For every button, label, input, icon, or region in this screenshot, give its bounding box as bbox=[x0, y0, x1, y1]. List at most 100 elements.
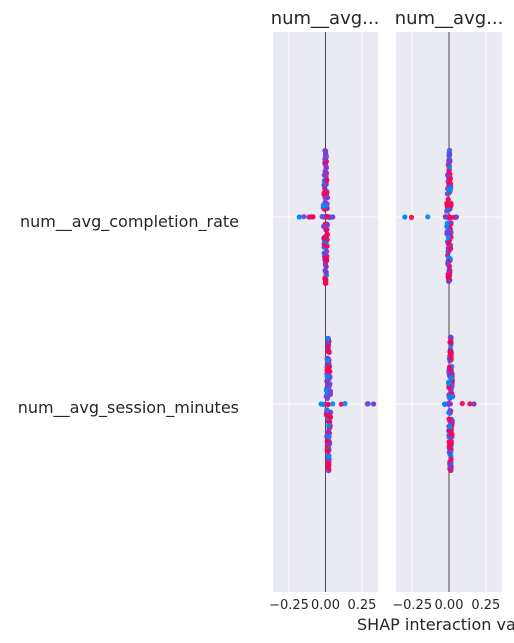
panel-1-x-tick-0: −0.25 bbox=[269, 598, 309, 613]
panel-2-row-0-point bbox=[447, 186, 453, 192]
panel-2-row-1-point bbox=[448, 354, 454, 360]
panel-2-title: num__avg... bbox=[395, 8, 504, 29]
panel-2-row-0-point bbox=[444, 229, 450, 235]
panel-2-row-0-point bbox=[445, 234, 451, 240]
panel-2-row-1-point bbox=[459, 400, 465, 407]
panel-2-row-1-point bbox=[447, 339, 454, 346]
panel-2-row-1-point bbox=[446, 444, 453, 450]
panel-2-row-0-point bbox=[448, 220, 454, 226]
panel-1-x-tick-2: 0.25 bbox=[347, 598, 376, 613]
panel-1-row-1-point bbox=[325, 349, 331, 355]
panel-2-row-0-point bbox=[425, 214, 431, 220]
panel-1-row-1-point bbox=[325, 344, 331, 350]
panel-2-row-0-point bbox=[446, 164, 452, 170]
panel-1-row-1-point bbox=[326, 383, 332, 389]
panel-2-row-1-point bbox=[448, 375, 454, 381]
panel-1-row-1-point bbox=[325, 336, 331, 342]
panel-1-row-1-point bbox=[364, 401, 370, 407]
panel-1-row-1-min-point bbox=[318, 401, 324, 407]
panel-2-row-0-point bbox=[446, 278, 452, 285]
panel-2-row-0-point bbox=[447, 176, 453, 182]
panel-2-row-1-point bbox=[446, 385, 452, 391]
panel-1-row-1-point bbox=[328, 409, 334, 415]
panel-1-row-1-point bbox=[325, 401, 331, 408]
panel-2-row-0-point bbox=[445, 261, 451, 267]
panel-1-row-0-point bbox=[322, 204, 328, 210]
panel-1-row-1-point bbox=[326, 365, 332, 371]
panel-2-row-1-point bbox=[467, 401, 473, 407]
panel-1-row-0-point bbox=[322, 280, 328, 286]
panel-1-row-0-point bbox=[322, 276, 328, 282]
panel-2-row-1-point bbox=[449, 394, 455, 400]
panel-1-row-0-point bbox=[324, 222, 331, 228]
panel-2-row-0-point bbox=[445, 240, 451, 246]
points-layer bbox=[296, 147, 477, 474]
panel-1-row-0-point bbox=[301, 214, 307, 220]
panel-1-row-0-point bbox=[323, 227, 329, 233]
panel-2-row-0-point bbox=[444, 203, 450, 209]
panel-2-row-1-point bbox=[446, 366, 452, 372]
panel-2-row-1-point bbox=[447, 424, 453, 430]
panel-1-row-0-max-point bbox=[330, 214, 336, 220]
panel-2-x-tick-1: 0.00 bbox=[435, 598, 464, 613]
panel-1-row-1-point bbox=[327, 413, 333, 419]
panel-1-row-1-point bbox=[326, 434, 332, 440]
panel-1-row-1-point bbox=[330, 401, 336, 407]
panel-1-row-0-point bbox=[322, 156, 328, 162]
panel-2-row-0-point bbox=[447, 158, 453, 164]
panel-2-row-0-point bbox=[445, 274, 451, 280]
panel-1-row-1-point bbox=[327, 391, 333, 397]
panel-2-x-tick-2: 0.25 bbox=[471, 598, 500, 613]
panel-2-row-1-point bbox=[449, 431, 455, 437]
panel-2-row-0-point bbox=[408, 214, 415, 220]
panel-1-row-1-point bbox=[325, 454, 331, 460]
panel-1-row-1-point bbox=[326, 422, 332, 429]
panel-2-row-0-point bbox=[446, 151, 452, 157]
panel-1-row-1-point bbox=[326, 462, 332, 468]
panel-2-row-0-point bbox=[445, 196, 451, 202]
panel-2-row-1-min-point bbox=[442, 401, 448, 407]
panel-1-row-0-min-point bbox=[296, 214, 302, 220]
panel-1-row-0-point bbox=[324, 214, 330, 220]
feature-label-session-minutes: num__avg_session_minutes bbox=[18, 398, 239, 418]
panel-2-row-0-point bbox=[442, 214, 448, 220]
panel-1-row-0-point bbox=[322, 242, 328, 249]
panel-2-row-0-min-point bbox=[402, 214, 408, 220]
panel-2-row-1-point bbox=[446, 380, 452, 386]
panel-1-row-1-max-point bbox=[371, 401, 377, 407]
panel-1-row-0-point bbox=[323, 165, 329, 171]
panel-2-x-tick-0: −0.25 bbox=[392, 598, 432, 613]
feature-label-completion-rate: num__avg_completion_rate bbox=[20, 212, 239, 232]
panel-1-row-0-point bbox=[321, 235, 327, 241]
panel-2-row-0-point bbox=[446, 169, 452, 175]
panel-1-row-0-point bbox=[324, 257, 330, 263]
x-axis-label: SHAP interaction va bbox=[357, 615, 514, 634]
panel-2-row-1-point bbox=[448, 408, 454, 414]
panel-2-row-1-point bbox=[447, 335, 453, 341]
panel-1-row-1-point bbox=[324, 438, 330, 444]
panel-1-row-0-point bbox=[323, 151, 329, 157]
panel-1-row-1-point bbox=[342, 401, 348, 407]
panel-2-row-1-point bbox=[446, 449, 452, 455]
grid-layer bbox=[273, 32, 502, 592]
panel-2-row-0-max-point bbox=[453, 214, 459, 220]
panel-1-row-0-point bbox=[309, 214, 315, 220]
panel-1-row-0-point bbox=[323, 269, 329, 275]
panel-1-title: num__avg... bbox=[271, 8, 380, 29]
panel-1-row-0-point bbox=[324, 177, 330, 183]
panel-2-row-1-point bbox=[447, 461, 454, 467]
panel-2-row-0-point bbox=[448, 245, 454, 252]
panel-1-row-0-point bbox=[322, 183, 328, 189]
panel-1-x-tick-1: 0.00 bbox=[311, 598, 340, 613]
panel-1-row-1-point bbox=[325, 358, 331, 364]
panel-1-row-0-point bbox=[322, 199, 328, 205]
panel-1-row-1-point bbox=[323, 387, 329, 394]
panel-2-row-1-max-point bbox=[471, 401, 477, 407]
panel-1-row-1-point bbox=[324, 395, 331, 401]
panel-2-row-1-point bbox=[446, 416, 452, 422]
panel-2-row-1-point bbox=[447, 349, 453, 355]
panel-2-row-0-point bbox=[444, 223, 450, 229]
panel-1-row-1-point bbox=[325, 448, 331, 454]
tick-layer: −0.25 0.00 0.25 −0.25 0.00 0.25 bbox=[269, 598, 500, 613]
